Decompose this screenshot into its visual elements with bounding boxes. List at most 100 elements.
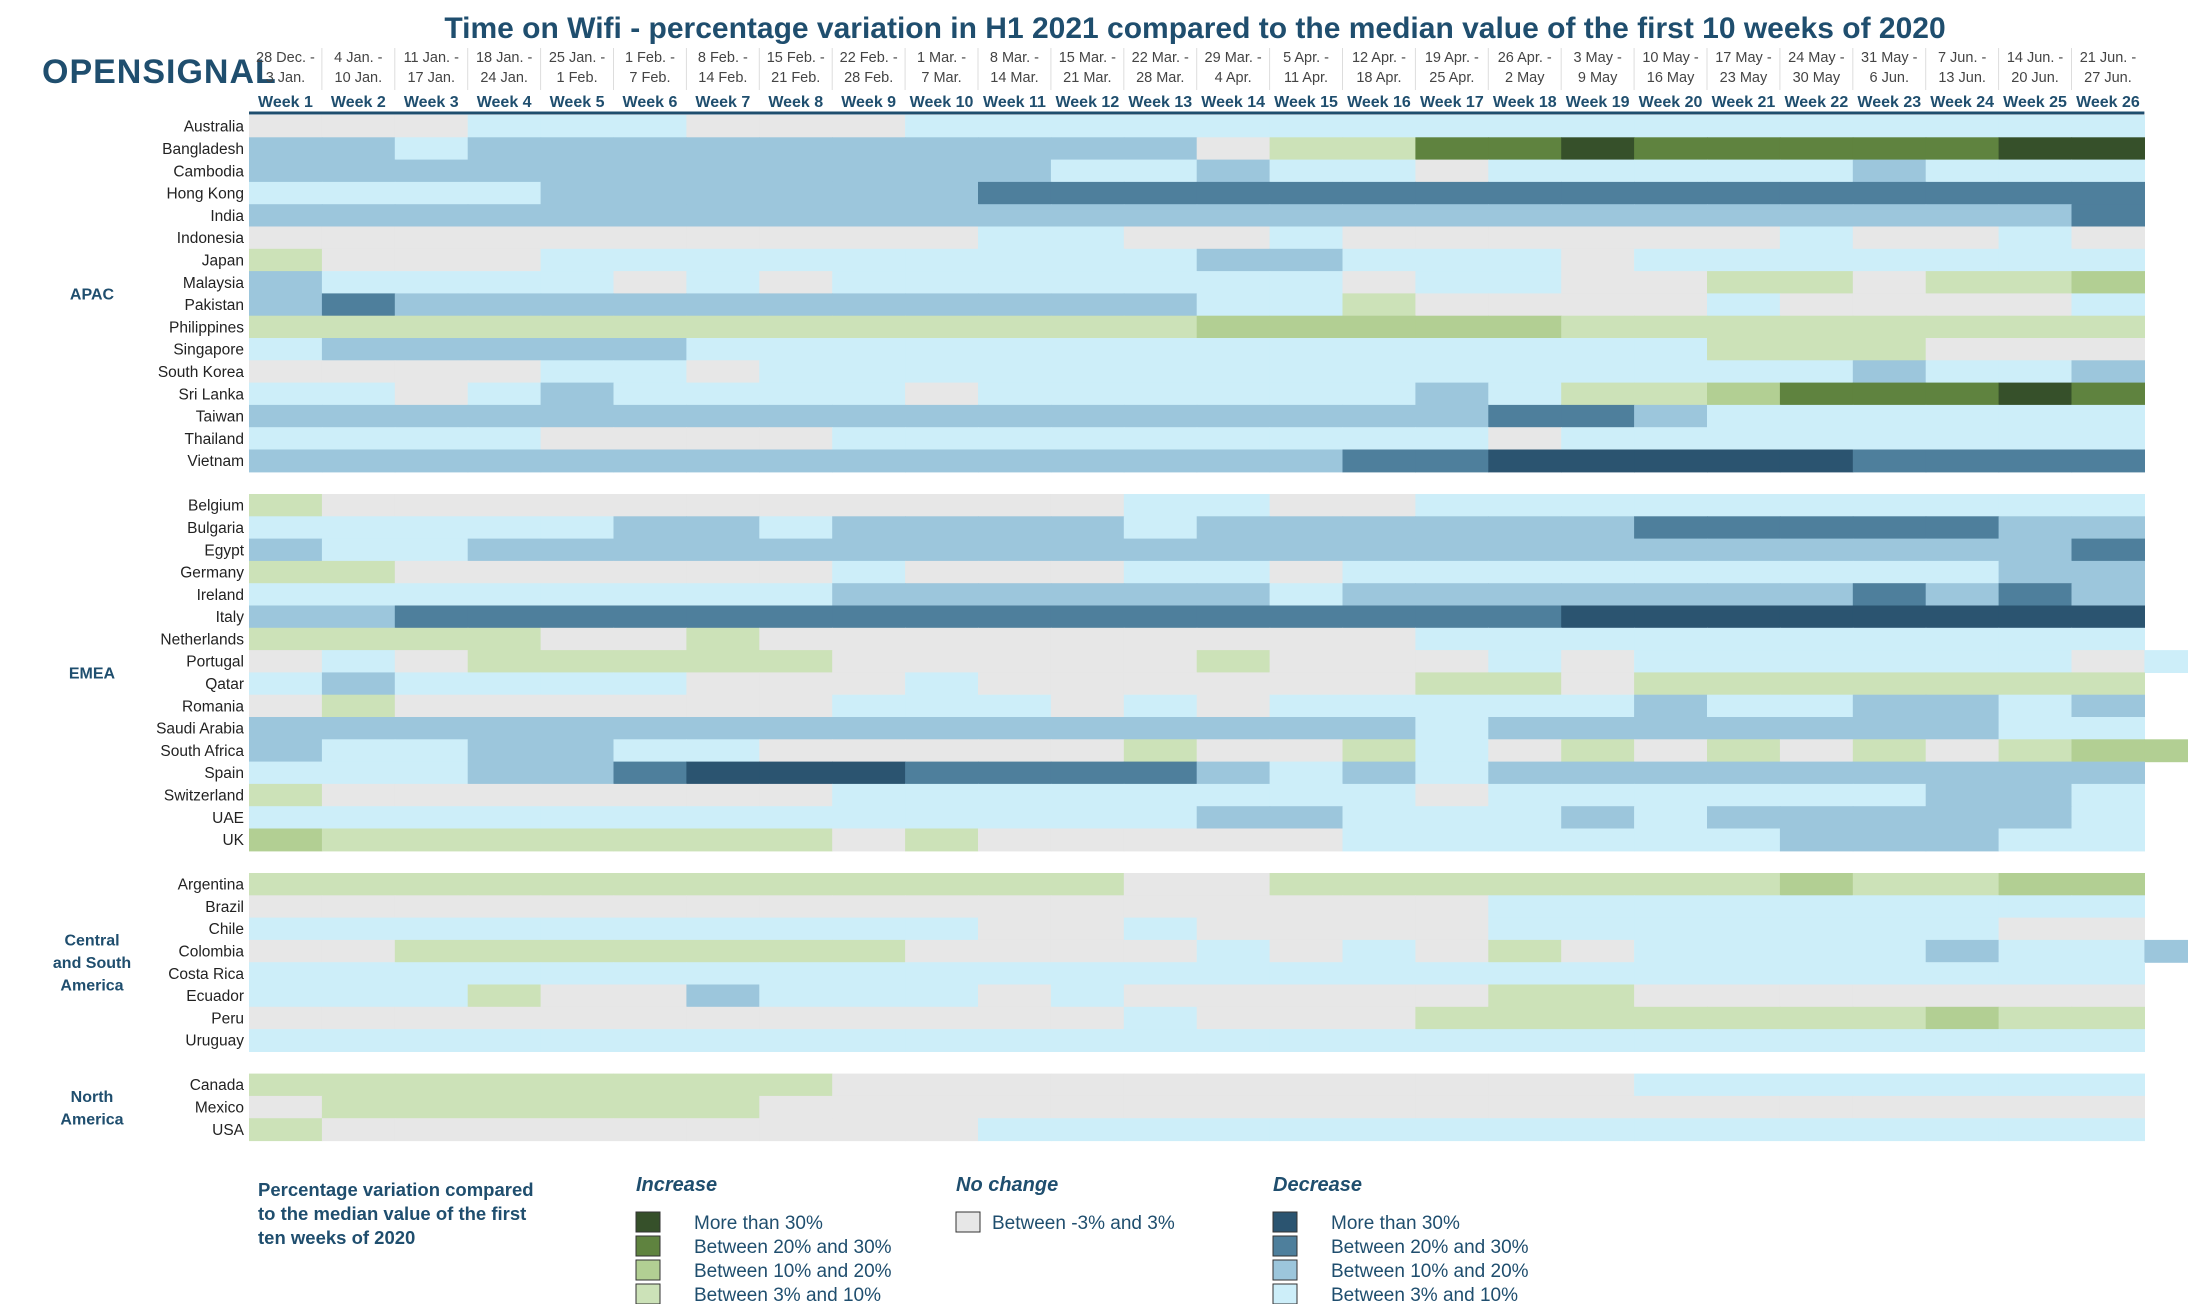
heatmap-cell xyxy=(978,739,1052,763)
heatmap-cell xyxy=(1925,1095,2000,1119)
heatmap-cell xyxy=(321,293,396,317)
country-label: Ireland xyxy=(197,587,244,604)
heatmap-cell xyxy=(978,917,1052,941)
heatmap-cell xyxy=(1561,895,1635,919)
heatmap-cell xyxy=(1415,672,1489,696)
heatmap-cell xyxy=(1269,605,1344,629)
heatmap-cell xyxy=(978,1095,1052,1119)
heatmap-cell xyxy=(321,494,396,517)
heatmap-cell xyxy=(1998,627,2073,651)
heatmap-cell xyxy=(1415,1029,1489,1052)
heatmap-cell xyxy=(1269,917,1344,941)
heatmap-cell xyxy=(1415,1095,1489,1119)
heatmap-cell xyxy=(686,382,760,406)
heatmap-cell xyxy=(1779,382,1854,406)
heatmap-cell xyxy=(249,1095,323,1119)
heatmap-cell xyxy=(467,873,542,896)
heatmap-cell xyxy=(467,828,542,852)
heatmap-cell xyxy=(759,449,833,473)
heatmap-cell xyxy=(249,226,323,250)
heatmap-cell xyxy=(2144,739,2188,763)
heatmap-cell xyxy=(1342,1095,1416,1119)
heatmap-cell xyxy=(1415,538,1489,562)
legend-item-label: Between 10% and 20% xyxy=(1331,1261,1529,1282)
heatmap-cell xyxy=(1634,717,1708,740)
heatmap-cell xyxy=(1634,115,1708,138)
heatmap-cell xyxy=(394,828,469,852)
heatmap-cell xyxy=(1123,293,1198,317)
heatmap-cell xyxy=(613,1118,687,1142)
heatmap-cell xyxy=(1123,783,1198,807)
heatmap-cell xyxy=(613,627,687,651)
heatmap-cell xyxy=(978,293,1052,317)
heatmap-cell xyxy=(1779,583,1854,607)
heatmap-cell xyxy=(1998,315,2073,339)
heatmap-cell xyxy=(1998,605,2073,629)
heatmap-cell xyxy=(613,115,687,138)
week-date-end: 6 Jun. xyxy=(1870,70,1910,86)
heatmap-cell xyxy=(1707,1095,1781,1119)
heatmap-cell xyxy=(2071,583,2145,607)
week-label: Week 9 xyxy=(841,94,896,111)
heatmap-cell xyxy=(1415,494,1489,517)
heatmap-cell xyxy=(1123,583,1198,607)
heatmap-cell xyxy=(1415,627,1489,651)
heatmap-cell xyxy=(1779,627,1854,651)
heatmap-cell xyxy=(1415,449,1489,473)
heatmap-cell xyxy=(1998,1095,2073,1119)
heatmap-cell xyxy=(978,560,1052,584)
heatmap-cell xyxy=(686,538,760,562)
heatmap-cell xyxy=(905,226,979,250)
heatmap-cell xyxy=(467,650,542,673)
heatmap-cell xyxy=(905,560,979,584)
heatmap-cell xyxy=(1415,181,1489,205)
heatmap-cell xyxy=(394,650,469,673)
heatmap-cell xyxy=(540,806,615,830)
heatmap-cell xyxy=(540,115,615,138)
heatmap-cell xyxy=(394,739,469,763)
heatmap-cell xyxy=(394,783,469,807)
heatmap-cell xyxy=(1269,516,1344,540)
heatmap-cell xyxy=(321,984,396,1008)
heatmap-cell xyxy=(905,315,979,339)
heatmap-cell xyxy=(1779,516,1854,540)
heatmap-cell xyxy=(1852,739,1927,763)
heatmap-cell xyxy=(978,717,1052,740)
heatmap-cell xyxy=(540,427,615,451)
heatmap-cell xyxy=(1707,115,1781,138)
heatmap-cell xyxy=(1561,583,1635,607)
heatmap-cell xyxy=(1488,583,1562,607)
heatmap-cell xyxy=(1998,761,2073,785)
heatmap-cell xyxy=(759,939,833,963)
heatmap-cell xyxy=(1779,427,1854,451)
heatmap-cell xyxy=(1269,449,1344,473)
heatmap-cell xyxy=(1779,605,1854,629)
heatmap-cell xyxy=(978,538,1052,562)
heatmap-cell xyxy=(394,917,469,941)
country-label: Bangladesh xyxy=(162,141,244,158)
heatmap-cell xyxy=(1925,917,2000,941)
week-date-end: 21 Mar. xyxy=(1063,70,1111,86)
heatmap-cell xyxy=(1998,873,2073,896)
heatmap-cell xyxy=(832,248,906,272)
heatmap-cell xyxy=(905,404,979,428)
week-date-start: 19 Apr. - xyxy=(1425,50,1479,66)
week-date-end: 7 Feb. xyxy=(629,70,670,86)
heatmap-cell xyxy=(1925,1073,2000,1097)
heatmap-cell xyxy=(1707,583,1781,607)
heatmap-cell xyxy=(1123,137,1198,161)
heatmap-cell xyxy=(686,293,760,317)
heatmap-cell xyxy=(832,1006,906,1030)
heatmap-cell xyxy=(467,315,542,339)
heatmap-cell xyxy=(1852,1095,1927,1119)
heatmap-cell xyxy=(1852,1073,1927,1097)
heatmap-cell xyxy=(1196,360,1271,384)
heatmap-cell xyxy=(1050,560,1125,584)
heatmap-cell xyxy=(613,828,687,852)
heatmap-cell xyxy=(905,694,979,718)
heatmap-cell xyxy=(1269,1073,1344,1097)
heatmap-cell xyxy=(759,917,833,941)
country-label: Qatar xyxy=(205,676,244,693)
heatmap-cell xyxy=(1634,783,1708,807)
heatmap-cell xyxy=(1561,962,1635,986)
